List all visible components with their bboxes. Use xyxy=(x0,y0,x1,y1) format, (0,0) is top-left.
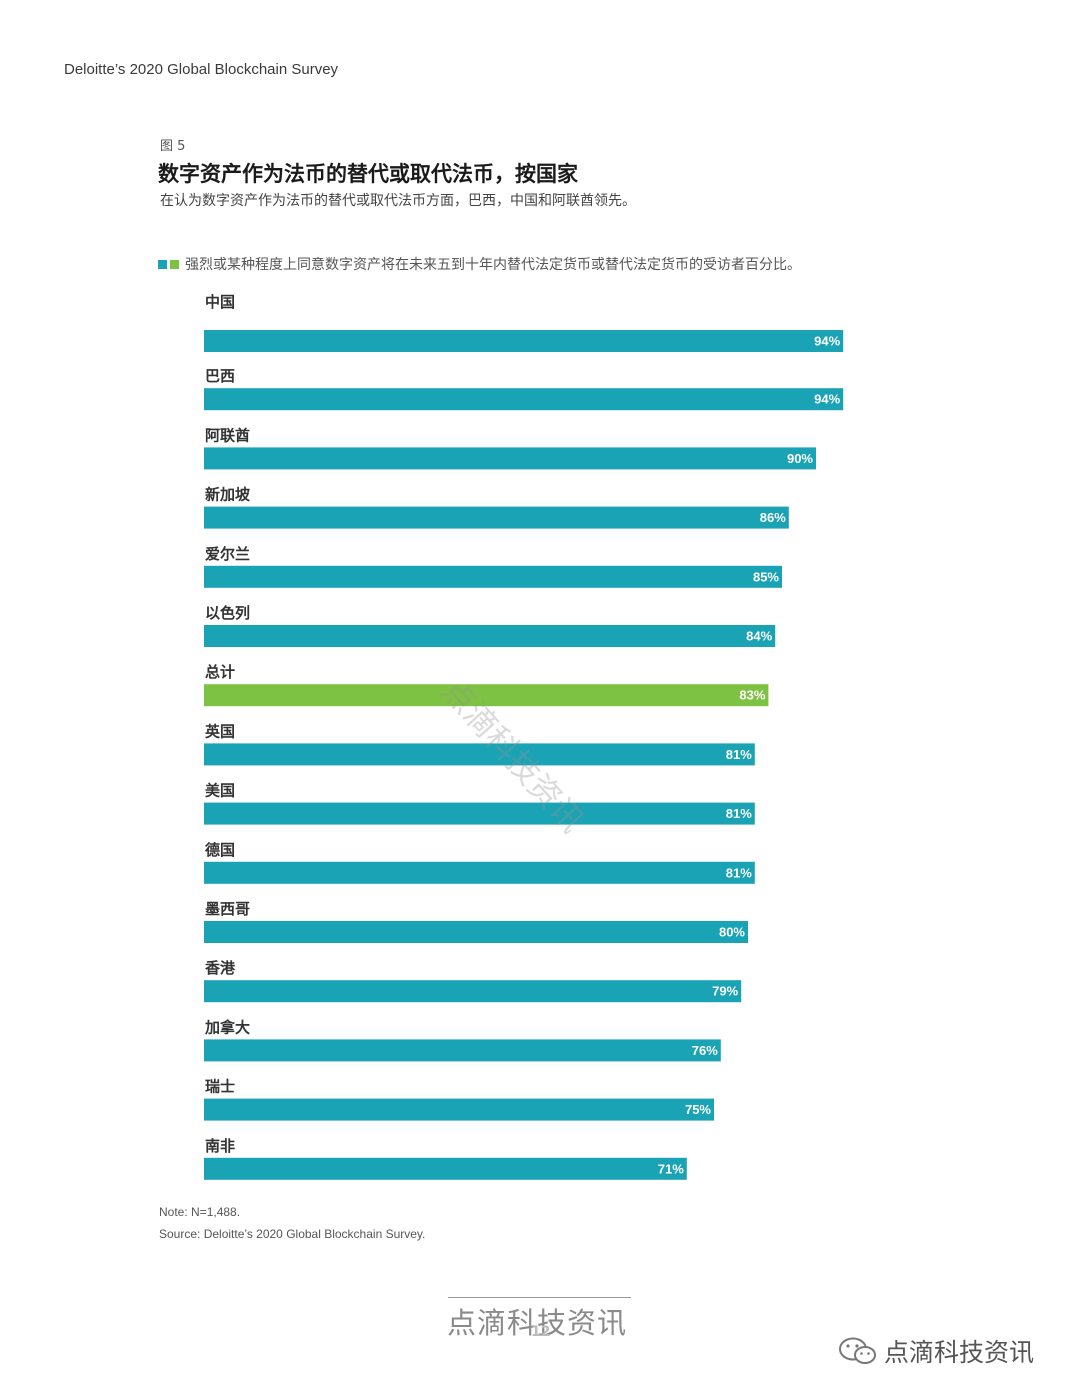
category-label: 德国 xyxy=(205,841,235,859)
bar-total xyxy=(204,684,769,707)
figure-label: 图 5 xyxy=(160,139,186,154)
value-label: 79% xyxy=(712,984,738,999)
bar xyxy=(204,330,844,352)
bar xyxy=(204,743,755,766)
value-label: 94% xyxy=(814,392,840,407)
bar xyxy=(204,861,755,884)
bar xyxy=(204,921,748,943)
bar xyxy=(204,447,816,470)
legend-text: 强烈或某种程度上同意数字资产将在未来五到十年内替代法定货币或替代法定货币的受访者… xyxy=(185,257,801,273)
value-label: 81% xyxy=(726,865,752,880)
category-label: 阿联酋 xyxy=(205,426,250,444)
chart-title: 数字资产作为法币的替代或取代法币，按国家 xyxy=(158,161,578,186)
category-label: 新加坡 xyxy=(205,486,250,504)
value-label: 94% xyxy=(814,334,840,349)
note: Note: N=1,488. xyxy=(159,1205,241,1219)
value-label: 81% xyxy=(726,747,752,762)
footer-watermark: 点滴科技资讯 xyxy=(447,1306,628,1340)
value-label: 85% xyxy=(753,569,779,584)
category-label: 南非 xyxy=(205,1137,235,1155)
value-label: 90% xyxy=(787,451,813,466)
bar xyxy=(204,802,755,825)
legend-swatch-teal xyxy=(158,259,167,269)
legend: 强烈或某种程度上同意数字资产将在未来五到十年内替代法定货币或替代法定货币的受访者… xyxy=(158,254,801,274)
bar xyxy=(204,1039,721,1062)
bar xyxy=(204,565,782,588)
category-label: 爱尔兰 xyxy=(205,545,250,563)
bar xyxy=(204,506,789,529)
category-label: 总计 xyxy=(205,663,235,681)
category-label: 加拿大 xyxy=(204,1018,250,1036)
page-number: 12 xyxy=(531,1324,551,1340)
category-label: 英国 xyxy=(205,722,235,740)
value-label: 71% xyxy=(658,1161,684,1176)
value-label: 84% xyxy=(746,629,772,644)
value-label: 80% xyxy=(719,925,745,940)
category-label: 美国 xyxy=(205,782,235,800)
value-label: 83% xyxy=(739,688,765,703)
brand: 点滴科技资讯 xyxy=(838,1333,1034,1369)
brand-text: 点滴科技资讯 xyxy=(884,1338,1035,1367)
category-label: 香港 xyxy=(205,959,236,977)
category-label: 墨西哥 xyxy=(205,900,250,918)
value-label: 81% xyxy=(726,806,752,821)
source: Source: Deloitte’s 2020 Global Blockchai… xyxy=(159,1227,426,1241)
bar xyxy=(204,980,742,1003)
bar xyxy=(204,388,844,411)
category-label: 瑞士 xyxy=(205,1078,235,1096)
bar xyxy=(204,1157,687,1180)
legend-swatch-green xyxy=(170,259,179,269)
value-label: 75% xyxy=(685,1102,711,1117)
footer-rule xyxy=(448,1297,631,1298)
wechat-icon xyxy=(839,1337,876,1364)
category-label: 巴西 xyxy=(205,367,235,385)
bar xyxy=(204,1098,714,1121)
chart-subtitle: 在认为数字资产作为法币的替代或取代法币方面，巴西，中国和阿联酋领先。 xyxy=(160,193,636,209)
category-label: 中国 xyxy=(205,293,235,311)
running-header: Deloitte’s 2020 Global Blockchain Survey xyxy=(64,61,339,78)
category-label: 以色列 xyxy=(205,604,250,622)
value-label: 86% xyxy=(760,510,786,525)
bar xyxy=(204,625,776,647)
value-label: 76% xyxy=(692,1043,718,1058)
